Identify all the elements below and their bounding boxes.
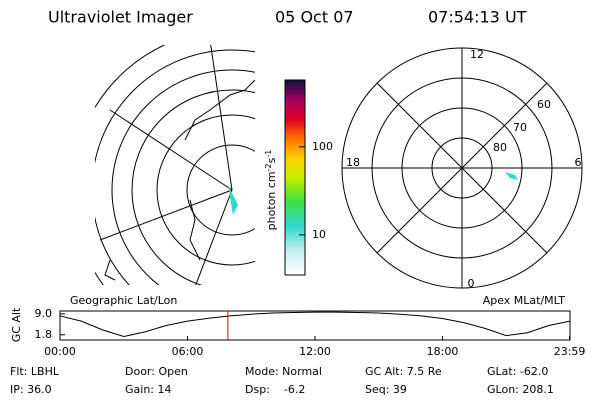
chart-title-right: Apex MLat/MLT (483, 294, 566, 307)
label-part: -2 (264, 163, 273, 171)
lat-label: 80 (493, 141, 507, 154)
status-field: Mode: Normal (245, 365, 322, 378)
mlt-label: 6 (575, 156, 582, 169)
chart-title-left: Geographic Lat/Lon (70, 294, 177, 307)
label-part: -1 (264, 150, 273, 158)
status-field: Gain: 14 (125, 383, 172, 396)
mlt-label: 0 (468, 277, 475, 290)
colorbar (284, 79, 306, 276)
mlt-label: 12 (470, 48, 484, 61)
x-tick-label: 00:00 (44, 345, 76, 358)
time: 07:54:13 UT (428, 8, 527, 27)
title: Ultraviolet Imager (48, 8, 193, 27)
status-field: GLon: 208.1 (487, 383, 554, 396)
y-tick-label: 9.0 (35, 307, 53, 320)
label-part: s (265, 157, 278, 163)
x-tick-label: 12:00 (299, 345, 331, 358)
lat-label: 70 (513, 121, 527, 134)
status-field: Dsp: -6.2 (245, 383, 305, 396)
status-field: Door: Open (125, 365, 188, 378)
polar-plot (341, 47, 583, 289)
x-tick-label: 18:00 (427, 345, 459, 358)
altitude-line (59, 311, 571, 338)
x-tick-label: 23:59 (554, 345, 586, 358)
label-part: photon cm (265, 171, 278, 230)
status-field: GLat: -62.0 (487, 365, 548, 378)
colorbar-label: photon cm-2s-1 (264, 150, 279, 231)
status-field: IP: 36.0 (10, 383, 52, 396)
colorbar-tick-label: 10 (312, 228, 326, 241)
x-tick-label: 06:00 (172, 345, 204, 358)
geo-map (95, 45, 255, 285)
lat-label: 60 (537, 98, 551, 111)
colorbar-tick-label: 100 (312, 140, 333, 153)
status-field: Flt: LBHL (10, 365, 60, 378)
mlt-label: 18 (346, 156, 360, 169)
status-field: GC Alt: 7.5 Re (365, 365, 442, 378)
status-field: Seq: 39 (365, 383, 407, 396)
y-axis-label: GC Alt (10, 307, 23, 342)
y-tick-label: 1.8 (35, 328, 53, 341)
date: 05 Oct 07 (275, 8, 354, 27)
plot-frame (59, 310, 571, 341)
